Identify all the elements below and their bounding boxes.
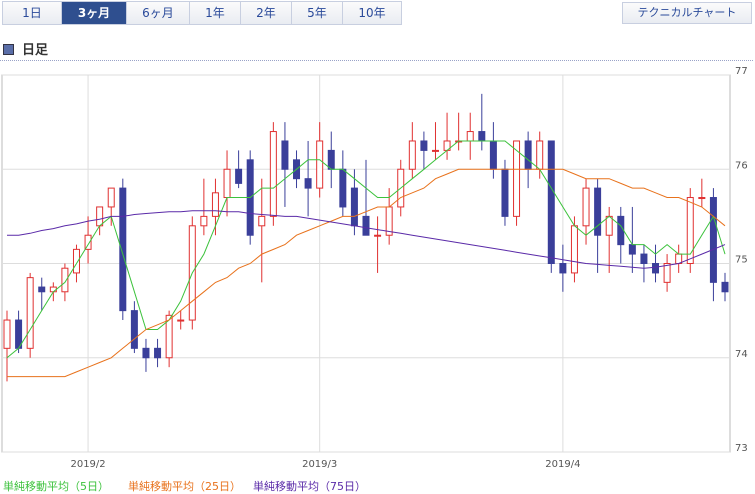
candle-body [547,140,555,265]
period-tab[interactable]: 6ヶ月 [126,1,190,25]
candle-body [316,140,324,189]
candle-body [269,131,277,217]
candle-body [339,168,347,208]
candle-body [84,234,92,250]
candle-body [721,281,729,293]
y-tick-label: 75 [735,255,748,266]
legend-entry: 単純移動平均（75日） [253,480,366,493]
moving-average-line [7,168,726,378]
candle-body [524,140,532,170]
candle-body [559,263,567,274]
y-tick-label: 76 [735,160,748,171]
x-tick-label: 2019/4 [545,459,580,470]
candle-body [200,215,208,227]
moving-average-line [7,210,726,269]
candle-body [420,140,428,151]
x-tick-label: 2019/2 [70,459,105,470]
candle-body [142,347,150,359]
y-tick-label: 73 [735,443,748,454]
legend-entry: 単純移動平均（25日） [128,480,241,493]
period-tab[interactable]: 1日 [2,1,62,25]
candle-body [698,197,706,200]
candle-body [513,140,521,217]
candle-body [640,253,648,264]
candle-body [119,187,127,312]
candle-body [154,347,162,359]
period-tab[interactable]: 3ヶ月 [61,1,127,25]
period-tab[interactable]: 2年 [240,1,292,25]
candle-body [374,234,382,237]
candle-body [304,178,312,189]
candle-body [3,319,11,349]
y-tick-label: 74 [735,349,748,360]
period-tabs: 1日 3ヶ月 6ヶ月 1年 2年 5年 10年 [2,1,402,25]
candle-body [501,168,509,217]
candle-body [235,168,243,184]
candle-body [478,131,486,142]
candle-body [26,277,34,349]
period-tab[interactable]: 10年 [342,1,402,25]
candle-body [628,244,636,255]
x-tick-label: 2019/3 [302,459,337,470]
candle-body [96,206,104,227]
candle-body [709,197,717,283]
candle-body [49,286,57,293]
candle-body [258,215,266,227]
candle-body [211,192,219,217]
candle-body [663,263,671,283]
moving-average-line [6,140,726,359]
candle-body [582,187,590,227]
y-tick-label: 77 [735,66,748,77]
candle-body [431,149,439,152]
candle-body [223,168,231,199]
candle-body [675,253,683,264]
candle-body [536,140,544,170]
candle-body [570,225,578,274]
candle-body [466,131,474,142]
candle-body [605,215,613,236]
candle-body [165,314,173,359]
candle-body [594,187,602,236]
divider [0,60,753,61]
candle-body [61,267,69,293]
period-tab[interactable]: 1年 [189,1,241,25]
candle-body [652,263,660,274]
technical-chart-button[interactable]: テクニカルチャート [622,2,752,24]
candle-body [281,140,289,170]
candle-body [177,319,185,322]
candle-body [350,187,358,227]
candle-body [686,197,694,264]
legend-entry: 単純移動平均（5日） [3,480,109,493]
candle-body [130,310,138,349]
candle-body [617,215,625,246]
candle-body [38,286,46,293]
candle-body [362,215,370,236]
candle-body [107,187,115,208]
candle-body [327,149,335,170]
candle-body [489,140,497,170]
candle-body [72,248,80,274]
section-title: 日足 [3,39,48,58]
candle-body [408,140,416,170]
